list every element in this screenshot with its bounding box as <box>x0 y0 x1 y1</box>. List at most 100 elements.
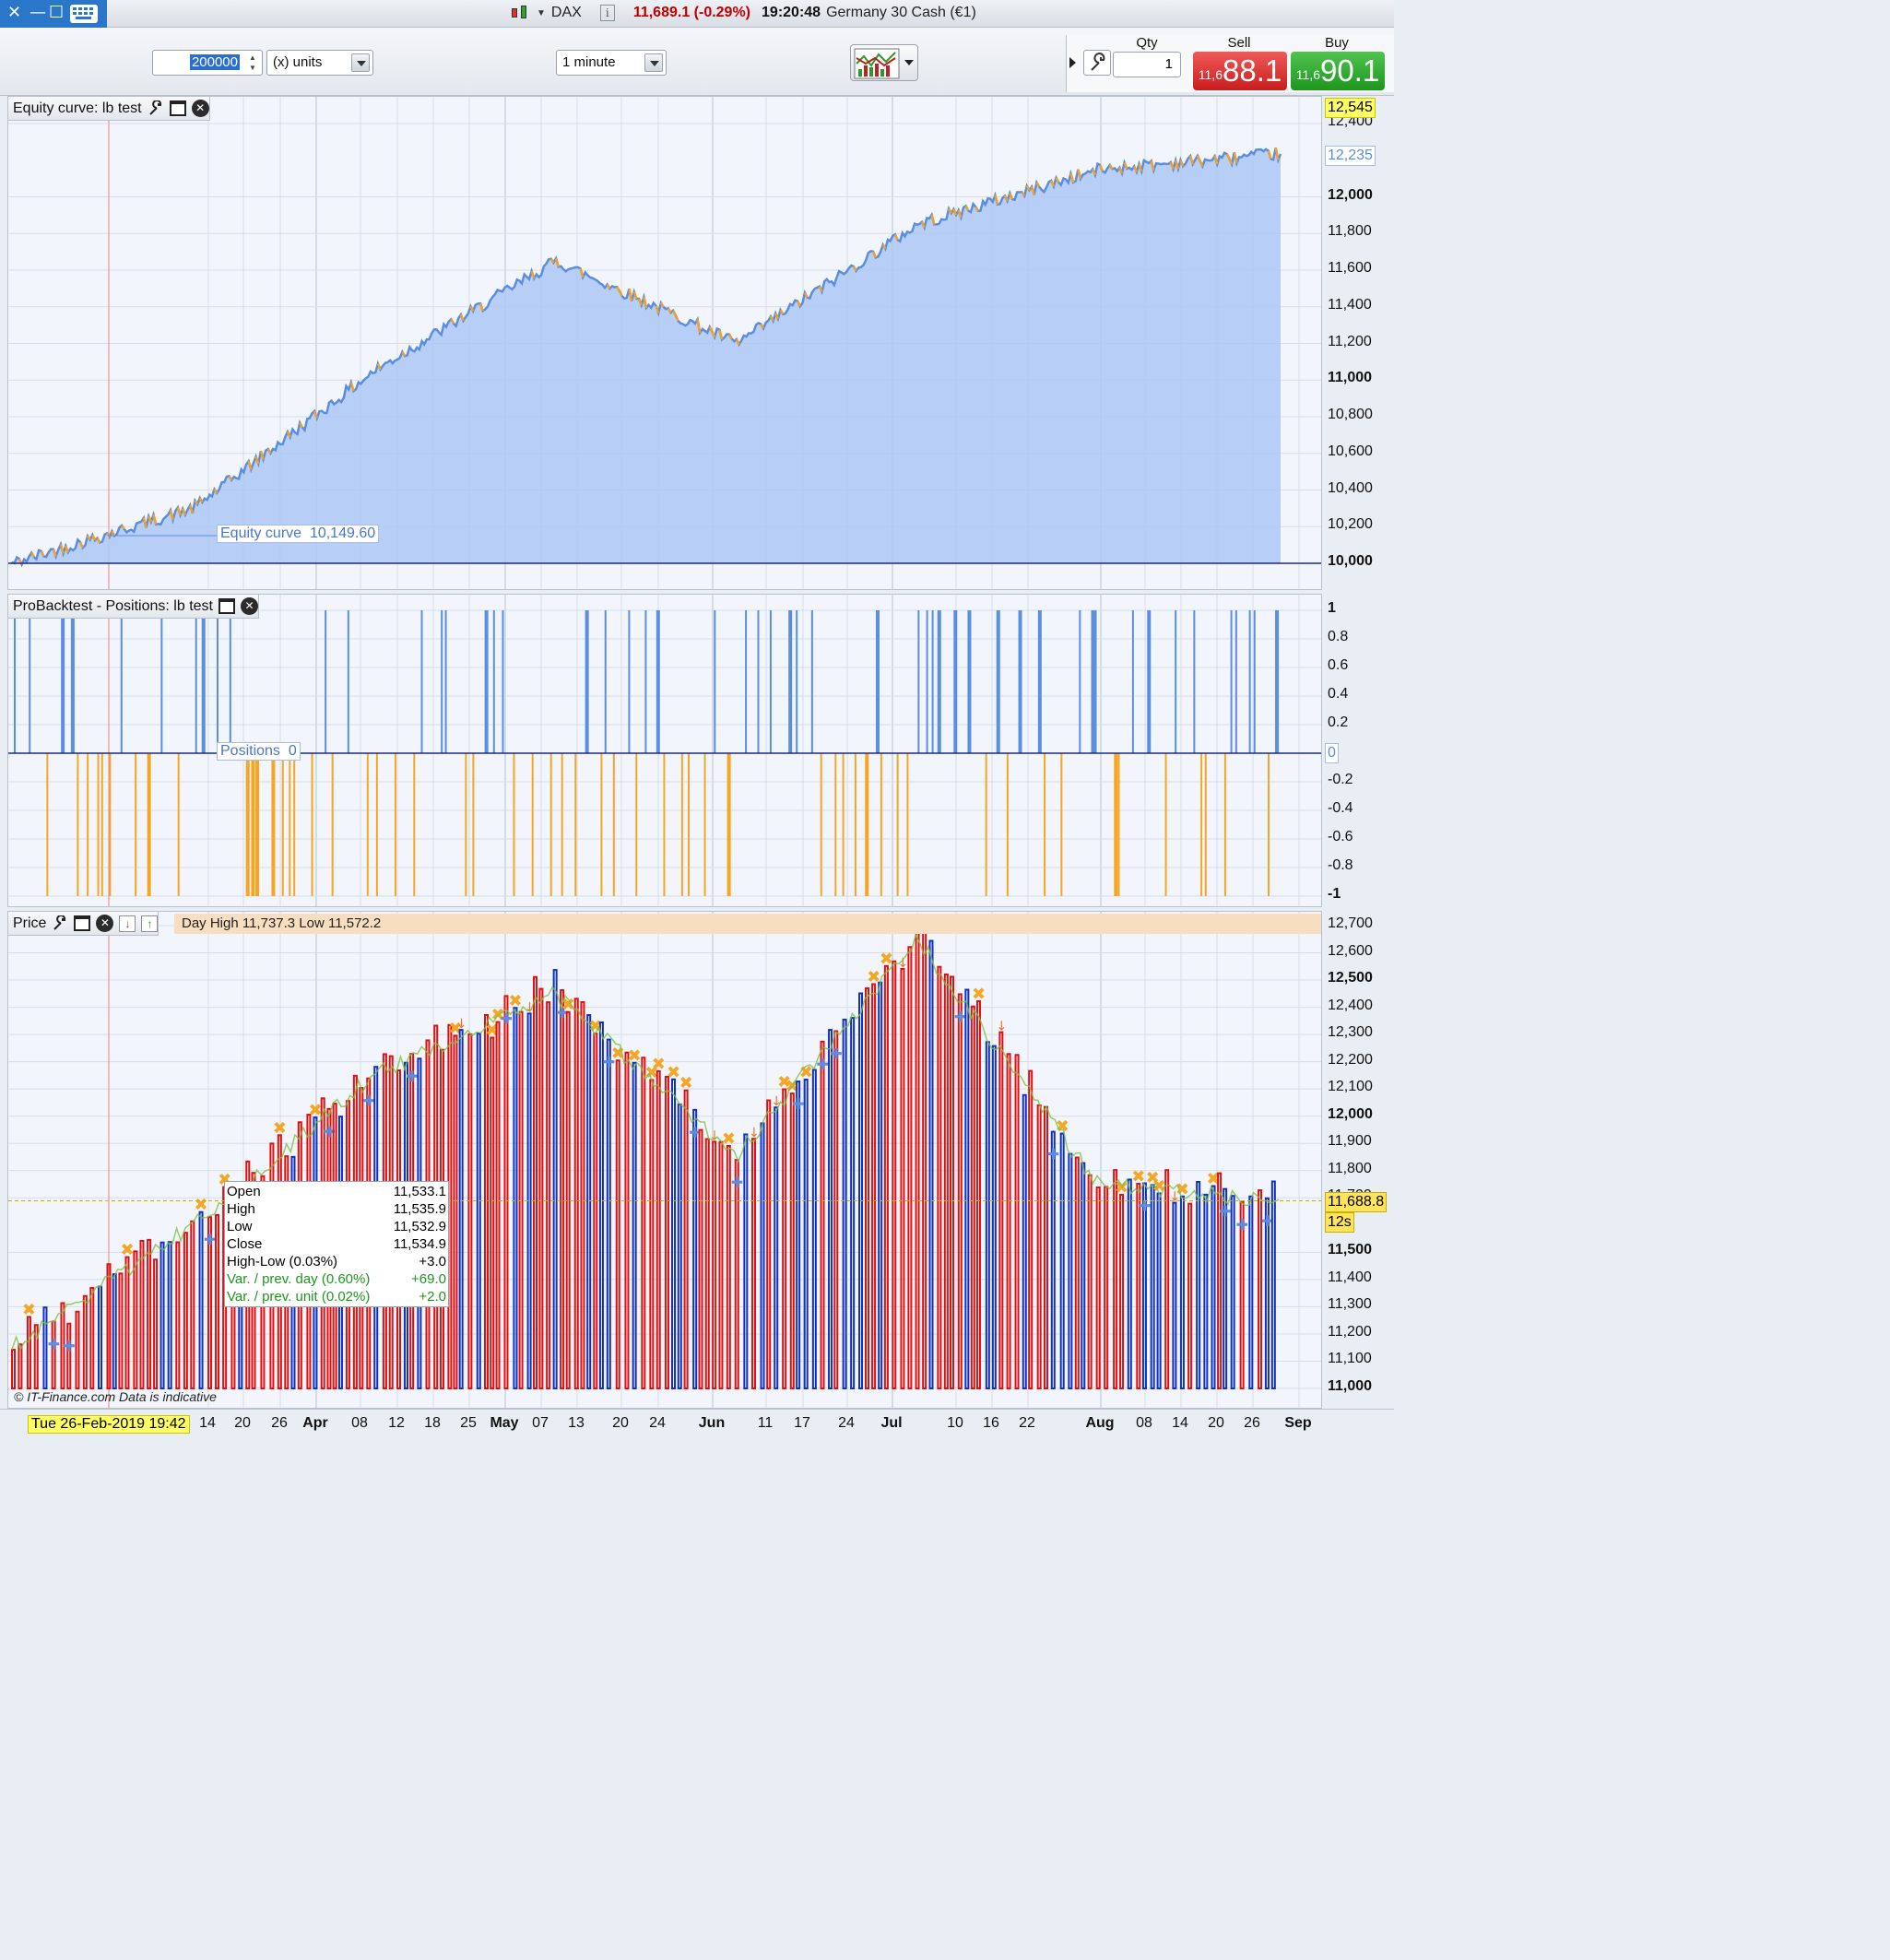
short-position-bar <box>135 753 137 896</box>
long-position-bar <box>1234 610 1237 753</box>
y-tick-label: 11,600 <box>1328 260 1372 276</box>
keyboard-icon[interactable] <box>70 5 98 23</box>
price-chart[interactable]: ✖✚✚✖✖✚✖✖✖✚✚✚✖↓✖✖✚✖↓✚✖✖✚✖✖✖✖✖✖✚↓✖✚↓↓✖✖✚✖✚… <box>8 912 1322 1409</box>
close-icon[interactable]: ✕ <box>240 597 258 615</box>
bear-candle <box>766 1099 772 1389</box>
minimize-icon[interactable]: — <box>30 3 46 22</box>
bull-candle <box>1127 1178 1132 1390</box>
long-position-bar <box>996 610 1000 753</box>
short-position-bar <box>561 753 563 896</box>
tooltip-row: High-Low (0.03%) +3.0 <box>227 1253 446 1270</box>
tooltip-row: Close 11,534.9 <box>227 1235 446 1253</box>
expand-icon[interactable] <box>1069 57 1076 68</box>
units-input[interactable]: 200000 ▲ ▼ <box>152 50 263 76</box>
price-panel[interactable]: ✖✚✚✖✖✚✖✖✖✚✚✚✖↓✖✖✚✖↓✚✖✖✚✖✖✖✖✖✖✚↓✖✚↓↓✖✖✚✖✚… <box>7 911 1322 1409</box>
exit-marker: ✖ <box>308 1101 322 1120</box>
short-position-bar <box>472 753 475 896</box>
bear-candle <box>937 965 942 1389</box>
bear-candle <box>615 1059 620 1390</box>
units-mode-select[interactable]: (x) units <box>266 50 373 76</box>
bear-candle <box>718 1140 724 1389</box>
long-position-bar <box>1253 610 1256 753</box>
close-icon[interactable]: ✕ <box>7 3 22 22</box>
bull-candle <box>552 969 558 1389</box>
bull-candle <box>1059 1132 1065 1390</box>
bear-candle <box>712 1140 717 1389</box>
long-position-bar <box>1147 610 1152 753</box>
wrench-icon[interactable] <box>1083 50 1111 76</box>
x-tick-label: Jul <box>880 1415 903 1431</box>
bear-candle <box>490 1036 495 1389</box>
equity-series-name: Equity curve <box>220 525 302 541</box>
bull-candle <box>1172 1201 1177 1390</box>
window-icon[interactable] <box>169 100 186 116</box>
buy-button[interactable]: 11,690.1 <box>1291 52 1385 90</box>
bull-candle <box>692 1108 698 1389</box>
positions-chart[interactable] <box>8 595 1322 907</box>
drawdown-segment <box>299 422 303 429</box>
candlestick-icon[interactable] <box>509 4 531 22</box>
window-icon[interactable] <box>74 915 91 931</box>
chevron-down-icon[interactable]: ▼ <box>537 7 546 18</box>
short-position-bar <box>311 753 313 896</box>
info-icon[interactable]: i <box>599 5 615 21</box>
sell-arrow-marker: ↓ <box>456 1017 467 1032</box>
window-icon[interactable] <box>218 598 235 614</box>
maximize-icon[interactable]: ☐ <box>49 3 65 22</box>
bear-candle <box>1239 1200 1245 1389</box>
long-position-bar <box>160 610 163 753</box>
bull-candle <box>1156 1192 1162 1389</box>
drawdown-segment <box>1009 192 1014 200</box>
bull-candle <box>1022 1093 1027 1389</box>
chevron-down-icon[interactable] <box>644 53 663 72</box>
drawdown-segment <box>948 207 952 214</box>
y-tick-label: 12,200 <box>1328 1051 1373 1068</box>
positions-panel-header: ProBacktest - Positions: lb test ✕ <box>8 595 259 619</box>
bull-candle <box>803 1079 809 1389</box>
y-tick-label: 11,200 <box>1328 333 1372 349</box>
close-icon[interactable]: ✕ <box>96 915 114 932</box>
units-stepper[interactable]: ▲ ▼ <box>249 53 256 72</box>
bull-candle <box>513 1007 518 1390</box>
arrow-down-icon[interactable]: ↓ <box>119 915 136 932</box>
equity-last-tag: 12,235 <box>1325 146 1376 166</box>
tooltip-value: 11,535.9 <box>393 1201 446 1217</box>
y-tick-label: 10,600 <box>1328 443 1373 459</box>
tooltip-label: Open <box>227 1184 261 1199</box>
short-position-bar <box>842 753 845 896</box>
buy-price-prefix: 11,6 <box>1295 67 1320 82</box>
bear-candle <box>683 1089 689 1389</box>
instrument-symbol[interactable]: DAX <box>550 5 582 20</box>
short-position-bar <box>513 753 515 896</box>
bull-candle <box>1248 1195 1254 1389</box>
bear-candle <box>871 983 877 1389</box>
long-position-bar <box>1018 610 1022 753</box>
qty-input[interactable]: 1 <box>1113 52 1181 77</box>
close-icon[interactable]: ✕ <box>191 100 209 117</box>
sell-button[interactable]: 11,688.1 <box>1193 52 1287 90</box>
bull-candle <box>606 1038 611 1389</box>
units-value: 200000 <box>189 54 240 70</box>
bull-candle <box>828 1029 833 1389</box>
long-position-bar <box>216 610 219 753</box>
equity-curve-panel[interactable]: Equity curve: lb test ✕ Equity curve 10,… <box>7 96 1322 590</box>
positions-panel[interactable]: ProBacktest - Positions: lb test ✕ Posit… <box>7 594 1322 907</box>
short-position-bar <box>1006 753 1009 896</box>
y-tick-label: 12,300 <box>1328 1024 1373 1041</box>
indicators-button[interactable] <box>850 44 918 81</box>
bull-candle <box>1270 1180 1276 1390</box>
equity-panel-header: Equity curve: lb test ✕ <box>8 97 210 121</box>
wrench-icon[interactable] <box>148 100 164 117</box>
timeframe-select[interactable]: 1 minute <box>556 50 667 76</box>
chevron-down-icon[interactable] <box>351 53 370 72</box>
wrench-icon[interactable] <box>52 915 68 932</box>
short-position-bar <box>255 753 260 896</box>
arrow-up-icon[interactable]: ↑ <box>141 915 159 932</box>
x-tick-label: 13 <box>568 1415 585 1431</box>
bear-candle <box>892 960 897 1390</box>
drawdown-segment <box>1138 163 1143 172</box>
short-position-bar <box>1200 753 1203 896</box>
equity-chart[interactable] <box>8 97 1322 590</box>
entry-marker: ✚ <box>954 1008 966 1025</box>
drawdown-segment <box>188 504 195 514</box>
